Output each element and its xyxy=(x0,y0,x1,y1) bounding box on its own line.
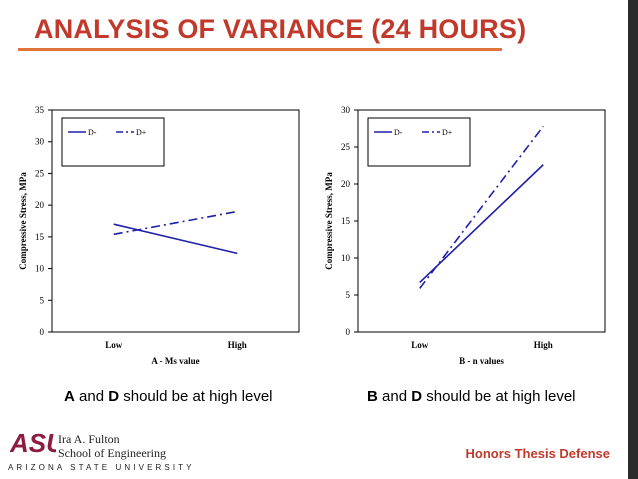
caption-left-factor: A xyxy=(64,388,75,405)
caption-right: B and D should be at high level xyxy=(367,388,576,405)
asu-logo-icon: ASU xyxy=(10,428,56,458)
chart-b-n-values: 0 5 10 15 20 25 30 Low High B - n values Compressi… xyxy=(324,105,606,366)
right-edge-bar xyxy=(628,0,638,479)
caption-left-rest: should be at high level xyxy=(119,388,273,405)
chart-b-xtick-label: Low xyxy=(411,340,429,350)
school-name-line1: Ira A. Fulton xyxy=(58,432,120,446)
chart-b-series-d-plus xyxy=(419,125,544,289)
chart-a-legend-label: D- xyxy=(88,128,97,137)
chart-b-series-d-minus xyxy=(419,164,544,283)
chart-b-legend-label: D+ xyxy=(442,128,453,137)
title-underline xyxy=(18,48,502,51)
chart-a-ytick-label: 5 xyxy=(40,295,45,305)
chart-a-ytick-label: 25 xyxy=(35,168,45,178)
chart-a-ytick-label: 30 xyxy=(35,137,45,147)
chart-b-ytick-label: 5 xyxy=(346,290,351,300)
chart-b-ytick-label: 10 xyxy=(341,253,351,263)
caption-right-and: and xyxy=(377,388,412,405)
chart-b-ytick-label: 0 xyxy=(346,327,351,337)
chart-a-ytick-label: 10 xyxy=(35,264,45,274)
chart-a-ytick-label: 0 xyxy=(40,327,45,337)
chart-a-xtick-label: Low xyxy=(105,340,123,350)
slide-title: ANALYSIS OF VARIANCE (24 HOURS) xyxy=(34,14,527,44)
university-name: ARIZONA STATE UNIVERSITY xyxy=(8,463,195,472)
chart-a-series-d-minus xyxy=(113,223,238,255)
chart-b-xtick-label: High xyxy=(534,340,553,350)
caption-right-factor-d: D xyxy=(411,388,423,405)
footer-title: Honors Thesis Defense xyxy=(465,446,611,461)
chart-b-ytick-label: 30 xyxy=(341,105,351,115)
caption-left-factor-d: D xyxy=(108,388,120,405)
chart-a-plot-frame xyxy=(51,109,300,333)
chart-a-ytick-label: 15 xyxy=(35,232,45,242)
chart-b-ytick-label: 20 xyxy=(341,179,351,189)
school-name-line2: School of Engineering xyxy=(58,446,166,460)
caption-right-rest: should be at high level xyxy=(422,388,576,405)
chart-a-legend-box xyxy=(61,117,165,167)
chart-a-x-axis-label: A - Ms value xyxy=(151,356,199,366)
chart-b-ytick-label: 15 xyxy=(341,216,351,226)
chart-a-y-axis-label: Compressive Stress, MPa xyxy=(18,172,28,270)
chart-b-legend-box xyxy=(367,117,471,167)
chart-b-x-axis-label: B - n values xyxy=(459,356,504,366)
chart-a-ms-value: 0 5 10 15 20 25 30 35 Low High A - Ms value Compres… xyxy=(18,105,300,366)
chart-b-ytick-label: 25 xyxy=(341,142,351,152)
chart-a-legend-label: D+ xyxy=(136,128,147,137)
chart-b-legend-label: D- xyxy=(394,128,403,137)
chart-a-xtick-label: High xyxy=(228,340,247,350)
chart-b-y-axis-label: Compressive Stress, MPa xyxy=(324,172,334,270)
caption-left: A and D should be at high level xyxy=(64,388,273,405)
caption-right-factor: B xyxy=(367,388,378,405)
chart-a-ytick-label: 20 xyxy=(35,200,45,210)
caption-left-and: and xyxy=(74,388,109,405)
asu-logo-mark: ASU xyxy=(10,428,56,458)
chart-a-series-d-plus xyxy=(113,210,238,236)
chart-a-ytick-label: 35 xyxy=(35,105,45,115)
